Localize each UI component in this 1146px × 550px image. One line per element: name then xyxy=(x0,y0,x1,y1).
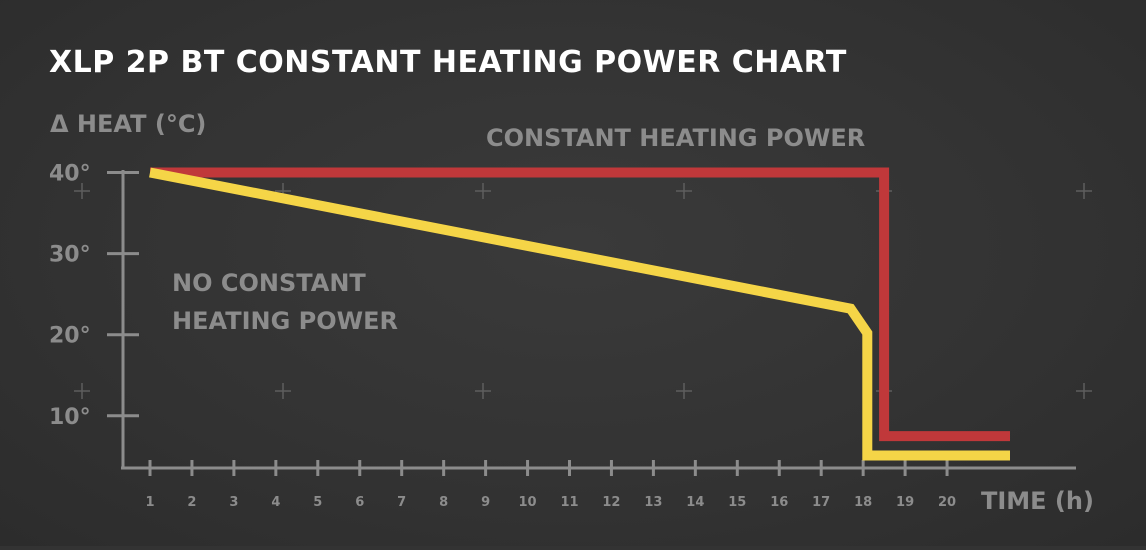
x-tick-label: 2 xyxy=(187,495,196,510)
x-tick-label: 4 xyxy=(271,495,280,510)
x-tick-label: 8 xyxy=(439,495,448,510)
x-tick-label: 3 xyxy=(229,495,238,510)
y-tick-label: 30° xyxy=(49,243,91,268)
x-tick-label: 16 xyxy=(770,495,788,510)
annotation-constant-heating-power: CONSTANT HEATING POWER xyxy=(486,124,865,152)
annotation-no-constant: NO CONSTANT xyxy=(172,269,366,297)
grid-plus-marker xyxy=(1076,383,1092,399)
series-line-constant-heating-power xyxy=(150,167,1010,442)
x-tick-label: 9 xyxy=(481,495,490,510)
series-layer xyxy=(149,167,1010,461)
grid-plus-marker xyxy=(74,383,90,399)
x-axis-title: TIME (h) xyxy=(981,487,1094,515)
series-line-no-constant-heating-power xyxy=(149,167,1010,461)
x-tick-label: 6 xyxy=(355,495,364,510)
x-tick-label: 13 xyxy=(644,495,662,510)
y-tick-label: 40° xyxy=(49,162,91,187)
text-layer: XLP 2P BT CONSTANT HEATING POWER CHART Δ… xyxy=(49,45,1094,515)
x-tick-label: 17 xyxy=(812,495,830,510)
y-axis-title: Δ HEAT (°C) xyxy=(50,110,206,138)
grid-plus-marker xyxy=(1076,183,1092,199)
y-tick-label: 20° xyxy=(49,324,91,349)
y-tick-label: 10° xyxy=(49,405,91,430)
x-tick-label: 12 xyxy=(602,495,620,510)
grid-plus-marker xyxy=(475,183,491,199)
x-tick-label: 10 xyxy=(519,495,537,510)
grid-plus-marker xyxy=(475,383,491,399)
x-tick-label: 1 xyxy=(145,495,154,510)
x-tick-label: 20 xyxy=(938,495,956,510)
x-tick-label: 19 xyxy=(896,495,914,510)
x-tick-label: 14 xyxy=(686,495,704,510)
grid-plus-marker xyxy=(275,383,291,399)
x-tick-label: 11 xyxy=(560,495,578,510)
x-tick-label: 7 xyxy=(397,495,406,510)
annotation-heating-power: HEATING POWER xyxy=(172,307,398,335)
chart-title: XLP 2P BT CONSTANT HEATING POWER CHART xyxy=(49,45,847,80)
grid-plus-marker xyxy=(676,183,692,199)
x-tick-label: 5 xyxy=(313,495,322,510)
axis-layer: 10°20°30°40°1 2 3 4 5 6 7 8 9 10 11 12 13 14 15 16 17 18 1… xyxy=(49,162,1076,510)
grid-plus-marker xyxy=(74,183,90,199)
x-tick-label: 15 xyxy=(728,495,746,510)
x-tick-label: 18 xyxy=(854,495,872,510)
grid-plus-marker xyxy=(676,383,692,399)
